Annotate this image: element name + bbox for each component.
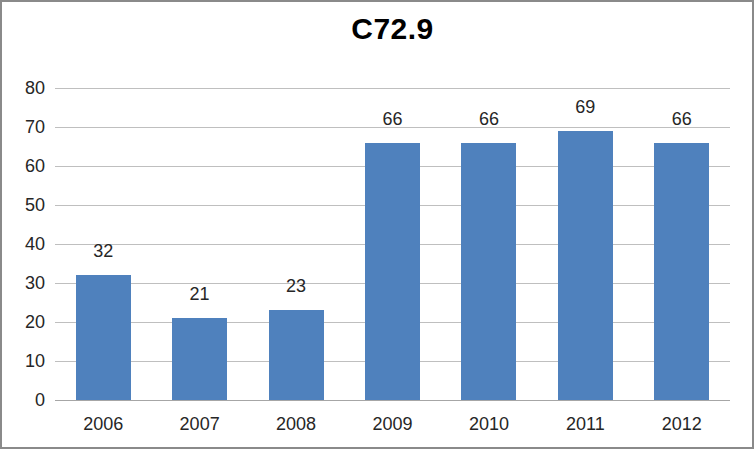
x-tick-label: 2007 xyxy=(151,412,247,436)
chart-title: C72.9 xyxy=(55,12,730,46)
bar-2009 xyxy=(365,143,420,400)
bar-value-label: 66 xyxy=(344,109,440,129)
y-tick-label: 30 xyxy=(3,272,45,294)
bar-2011 xyxy=(558,131,613,400)
y-tick-label: 70 xyxy=(3,116,45,138)
chart-frame: C72.9 0 10 20 30 40 50 60 70 80 2006200720082009… xyxy=(0,0,754,449)
bar-2006 xyxy=(76,275,131,400)
y-tick-label: 50 xyxy=(3,194,45,216)
bar-value-label: 21 xyxy=(151,284,247,304)
bar-value-label: 66 xyxy=(441,109,537,129)
x-axis-line xyxy=(55,400,730,401)
bar-value-label: 66 xyxy=(634,109,730,129)
bar-value-label: 69 xyxy=(537,97,633,117)
x-tick-label: 2010 xyxy=(441,412,537,436)
y-tick-label: 0 xyxy=(3,389,45,411)
bar-2010 xyxy=(461,143,516,400)
bar-2012 xyxy=(654,143,709,400)
bar-2008 xyxy=(269,310,324,400)
y-tick-label: 20 xyxy=(3,311,45,333)
bar-value-label: 23 xyxy=(248,276,344,296)
y-tick-label: 60 xyxy=(3,155,45,177)
y-tick-label: 40 xyxy=(3,233,45,255)
bar-value-label: 32 xyxy=(55,241,151,261)
x-tick-label: 2011 xyxy=(537,412,633,436)
y-tick-label: 80 xyxy=(3,77,45,99)
x-tick-label: 2009 xyxy=(344,412,440,436)
x-tick-label: 2012 xyxy=(634,412,730,436)
x-tick-label: 2008 xyxy=(248,412,344,436)
bar-2007 xyxy=(172,318,227,400)
y-tick-label: 10 xyxy=(3,350,45,372)
x-tick-label: 2006 xyxy=(55,412,151,436)
gridline xyxy=(55,88,730,89)
